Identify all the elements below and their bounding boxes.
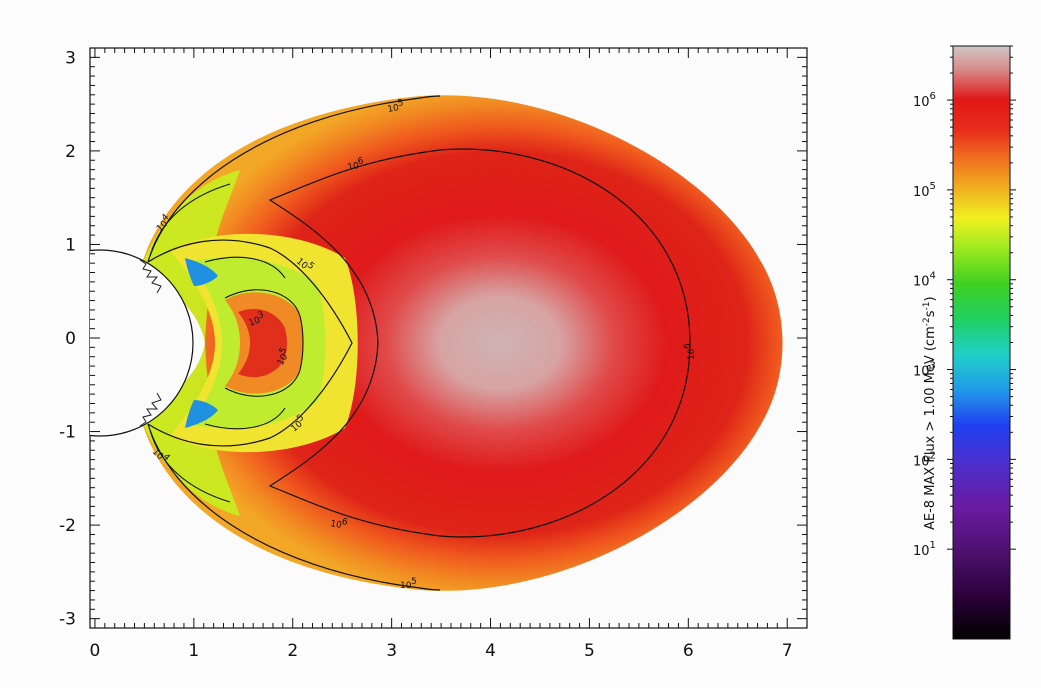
contour-label-1e6-bottom: 10 6 xyxy=(329,517,349,531)
contour-label-exp: 5 xyxy=(397,98,404,109)
contour-label-exp: 6 xyxy=(683,343,693,349)
earth-outline xyxy=(90,249,194,437)
low-flux-pocket-top xyxy=(185,258,218,286)
colorbar-tick-label: 103 xyxy=(913,361,936,380)
y-tick-label: -1 xyxy=(59,423,76,443)
contour-label-exp: 5 xyxy=(305,261,316,272)
contour-label-base: 10 xyxy=(248,315,262,328)
contour-label-exp: 6 xyxy=(357,156,365,167)
y-tick-label: 3 xyxy=(65,48,76,68)
colorbar-title-text: AE-8 MAX Flux > 1.00 MeV (cm xyxy=(923,326,938,530)
x-tick-label: 7 xyxy=(782,641,793,661)
x-tick-label: 0 xyxy=(90,641,101,661)
colorbar-title-exp2: -1 xyxy=(922,302,932,311)
outer-belt-fill xyxy=(140,95,783,591)
colorbar-title-exp1: -2 xyxy=(922,317,932,326)
contour-label-exp: 4 xyxy=(160,452,171,463)
low-flux-pocket-bottom xyxy=(185,400,218,428)
contour-label-1e6-top: 10 6 xyxy=(347,156,365,173)
x-tick-label: 2 xyxy=(287,641,298,661)
colorbar xyxy=(952,45,1011,640)
contour-label-1e5-top: 10 5 xyxy=(387,98,405,115)
y-tick-label: 0 xyxy=(65,329,76,349)
contour-edge xyxy=(149,183,231,503)
x-tick-label: 3 xyxy=(386,641,397,661)
colorbar-tick-label: 105 xyxy=(913,181,936,200)
colorbar-tick-label: 102 xyxy=(913,450,936,469)
inner-belt-core xyxy=(238,308,287,378)
contour-label-1e6-right: 10 6 xyxy=(683,343,697,360)
fringe-region xyxy=(140,170,240,516)
contour-label-base: 10 xyxy=(687,348,697,360)
contour-label-base: 10 xyxy=(400,581,412,591)
contour-1e5 xyxy=(147,95,441,591)
y-tick-label: -2 xyxy=(59,516,76,536)
contour-label-exp: 6 xyxy=(341,517,349,528)
contour-label-exp: 5 xyxy=(295,413,306,424)
y-tick-label: 1 xyxy=(65,235,76,255)
contour-label-exp: 4 xyxy=(160,212,171,223)
y-tick-label: 2 xyxy=(65,142,76,162)
colorbar-tick-label: 106 xyxy=(913,91,936,110)
colorbar-ticks: 106 105 104 103 102 101 xyxy=(913,45,1016,559)
contour-label-base: 10 xyxy=(329,519,342,531)
earth-edge-noise xyxy=(139,259,162,427)
contour-inner xyxy=(224,289,304,397)
x-tick-label: 4 xyxy=(485,641,496,661)
colorbar-title: AE-8 MAX Flux > 1.00 MeV (cm-2s-1) xyxy=(922,296,938,530)
contour-label-1e5-bottom: 10 5 xyxy=(400,577,417,591)
contour-label-exp: 5 xyxy=(411,577,417,587)
colorbar-title-mid: s xyxy=(923,310,938,317)
contour-slot xyxy=(204,256,286,430)
x-tick-label: 5 xyxy=(584,641,595,661)
colorbar-tick-label: 104 xyxy=(913,271,936,290)
colorbar-title-end: ) xyxy=(923,296,938,301)
contour-label-base: 10 xyxy=(387,103,400,115)
contour-label-base: 10 xyxy=(347,161,360,173)
svg-text:AE-8 MAX Flux > 1.00 MeV (cm-2: AE-8 MAX Flux > 1.00 MeV (cm-2s-1) xyxy=(922,296,938,530)
contour-1e6 xyxy=(268,148,691,538)
contour-label-exp: 5 xyxy=(278,346,290,356)
y-tick-label: -3 xyxy=(59,610,76,630)
x-tick-label: 1 xyxy=(188,641,199,661)
x-tick-label: 6 xyxy=(683,641,694,661)
contour-label-exp: 3 xyxy=(257,310,266,321)
x-axis-ticks: 0 1 2 3 4 5 6 7 xyxy=(90,48,793,661)
colorbar-tick-label: 101 xyxy=(913,540,936,559)
contour-label-1e3-inner: 10 3 xyxy=(248,310,266,329)
